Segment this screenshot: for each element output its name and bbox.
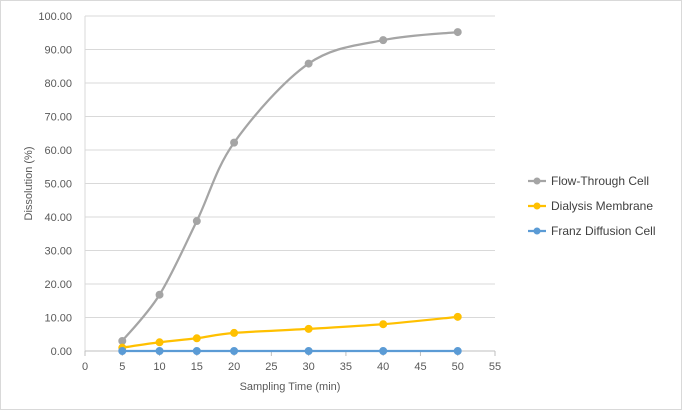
y-tick-label: 40.00 <box>44 212 72 224</box>
legend-label: Flow-Through Cell <box>551 174 649 188</box>
y-tick-label: 20.00 <box>44 279 72 291</box>
series-line <box>121 315 459 349</box>
y-axis-title: Dissolution (%) <box>23 147 35 221</box>
series-2 <box>118 347 462 355</box>
y-tick-label: 90.00 <box>44 45 72 57</box>
y-tick-label: 0.00 <box>51 346 72 358</box>
data-point <box>118 347 127 355</box>
x-tick-label: 30 <box>303 361 315 373</box>
legend: Flow-Through Cell Dialysis Membrane Franz … <box>528 174 655 238</box>
x-tick-label: 15 <box>191 361 203 373</box>
legend-label: Dialysis Membrane <box>551 199 653 213</box>
y-tick-label: 60.00 <box>44 145 72 157</box>
y-tick-label: 30.00 <box>44 246 72 258</box>
data-point <box>192 217 201 226</box>
data-point <box>230 347 239 355</box>
y-tick-label: 50.00 <box>44 179 72 191</box>
data-point <box>192 347 201 355</box>
x-tick-label: 5 <box>119 361 125 373</box>
data-point <box>155 290 164 299</box>
series-1 <box>118 312 462 352</box>
data-point <box>118 336 127 345</box>
legend-entry: Franz Diffusion Cell <box>528 224 655 238</box>
x-tick-label: 45 <box>414 361 426 373</box>
data-point <box>379 347 388 355</box>
x-tick-label: 55 <box>489 361 501 373</box>
x-tick-label: 25 <box>265 361 277 373</box>
y-tick-label: 70.00 <box>44 112 72 124</box>
data-point <box>304 324 313 333</box>
data-point <box>379 36 388 45</box>
legend-label: Franz Diffusion Cell <box>551 224 655 238</box>
x-tick-label: 20 <box>228 361 240 373</box>
x-tick-label: 35 <box>340 361 352 373</box>
y-tick-label: 100.00 <box>38 11 72 23</box>
y-tick-label: 10.00 <box>44 313 72 325</box>
legend-entry: Flow-Through Cell <box>528 174 649 188</box>
legend-swatch-marker <box>533 227 541 235</box>
legend-swatch-marker <box>533 202 541 210</box>
data-point <box>155 338 164 347</box>
x-tick-label: 50 <box>452 361 464 373</box>
x-tick-label: 10 <box>153 361 165 373</box>
data-point <box>379 320 388 329</box>
data-point <box>453 28 462 37</box>
x-tick-label: 0 <box>82 361 88 373</box>
data-point <box>155 347 164 355</box>
data-point <box>192 334 201 343</box>
gridlines <box>85 15 495 318</box>
series-line <box>121 30 459 343</box>
series-lines <box>118 28 462 355</box>
data-point <box>230 138 239 147</box>
series-0 <box>118 28 462 345</box>
data-point <box>304 347 313 355</box>
data-point <box>304 59 313 68</box>
x-axis-title: Sampling Time (min) <box>240 381 341 393</box>
data-point <box>453 347 462 355</box>
legend-entry: Dialysis Membrane <box>528 199 653 213</box>
data-point <box>453 312 462 321</box>
legend-swatch-marker <box>533 177 541 185</box>
data-point <box>230 328 239 337</box>
x-tick-label: 40 <box>377 361 389 373</box>
y-tick-label: 80.00 <box>44 78 72 90</box>
